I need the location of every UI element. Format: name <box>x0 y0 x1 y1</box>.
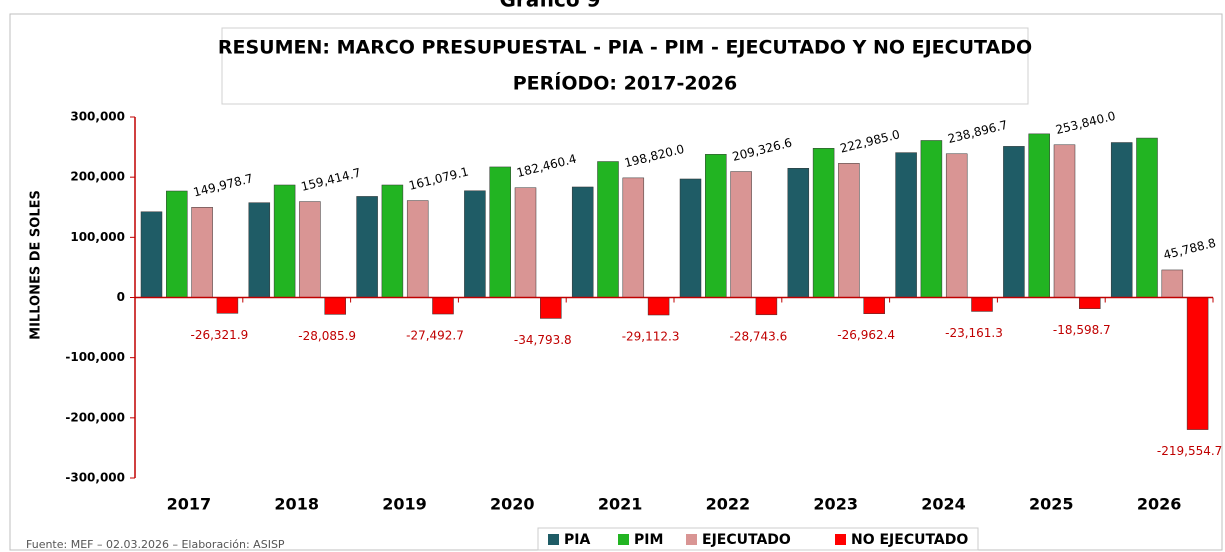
bar <box>838 163 860 298</box>
bar <box>1079 297 1101 309</box>
legend-swatch <box>618 534 629 545</box>
data-label: -26,962.4 <box>837 328 895 342</box>
bar <box>540 297 562 319</box>
bar <box>1053 144 1076 298</box>
y-tick-label: -200,000 <box>65 410 125 424</box>
x-tick-label: 2020 <box>490 495 535 514</box>
data-label: -28,743.6 <box>730 329 788 343</box>
x-tick-label: 2018 <box>274 495 319 514</box>
legend-label: PIM <box>634 532 663 548</box>
bar <box>381 184 404 298</box>
x-tick-label: 2024 <box>921 495 966 514</box>
bar <box>140 211 163 298</box>
bar <box>920 140 943 298</box>
chart-title: RESUMEN: MARCO PRESUPUESTAL - PIA - PIM … <box>218 37 1032 59</box>
bar <box>755 297 778 316</box>
caption: Gráfico 9 <box>499 0 600 12</box>
y-tick-label: 200,000 <box>70 170 125 184</box>
x-tick-label: 2019 <box>382 495 427 514</box>
bar <box>647 297 670 316</box>
data-label: -18,598.7 <box>1053 323 1111 337</box>
bar <box>166 190 188 298</box>
bar <box>863 297 885 314</box>
bar <box>945 153 968 298</box>
data-label: -26,321.9 <box>191 328 249 342</box>
bar <box>216 297 239 314</box>
bar <box>514 187 537 298</box>
bar <box>971 297 993 312</box>
bar <box>324 297 346 315</box>
bar <box>787 168 810 298</box>
x-tick-label: 2022 <box>706 495 751 514</box>
legend-swatch <box>686 534 697 545</box>
bar <box>812 148 835 298</box>
y-tick-label: 0 <box>117 290 125 304</box>
source: Fuente: MEF – 02.03.2026 – Elaboración: … <box>26 538 285 551</box>
y-axis-label: MILLONES DE SOLES <box>29 190 44 340</box>
data-label: -219,554.7 <box>1157 444 1222 458</box>
data-label: -28,085.9 <box>298 329 356 343</box>
y-tick-label: 100,000 <box>70 230 125 244</box>
x-tick-label: 2017 <box>167 495 212 514</box>
y-tick-label: -300,000 <box>65 471 125 485</box>
x-tick-label: 2025 <box>1029 495 1074 514</box>
legend-label: PIA <box>564 532 590 548</box>
bar <box>1003 146 1025 298</box>
data-label: -27,492.7 <box>406 329 464 343</box>
bar <box>622 177 645 298</box>
bar <box>571 186 594 298</box>
bar <box>1186 297 1209 430</box>
bar <box>1136 137 1158 298</box>
legend-label: NO EJECUTADO <box>851 532 968 548</box>
bar <box>248 202 271 298</box>
chart-subtitle: PERÍODO: 2017-2026 <box>513 72 738 95</box>
title-box <box>221 27 1029 105</box>
bar <box>1161 269 1184 298</box>
bar <box>299 201 321 298</box>
bar <box>432 297 454 315</box>
bar <box>705 154 727 298</box>
y-tick-label: 300,000 <box>70 110 125 124</box>
bar <box>356 196 378 298</box>
legend-swatch <box>835 534 846 545</box>
legend-box <box>537 527 979 551</box>
x-tick-label: 2021 <box>598 495 643 514</box>
data-label: -29,112.3 <box>622 330 680 344</box>
bar <box>679 178 702 298</box>
data-label: -23,161.3 <box>945 326 1003 340</box>
bar <box>464 190 486 298</box>
bar <box>273 184 296 298</box>
bar <box>1028 133 1050 298</box>
data-label: -34,793.8 <box>514 333 572 347</box>
bar <box>1110 142 1133 298</box>
bar <box>191 207 213 298</box>
bar <box>730 171 752 298</box>
y-tick-label: -100,000 <box>65 350 125 364</box>
bar <box>597 161 619 298</box>
x-tick-label: 2026 <box>1137 495 1182 514</box>
bar <box>895 152 917 298</box>
legend-swatch <box>548 534 559 545</box>
legend-label: EJECUTADO <box>702 532 791 548</box>
x-tick-label: 2023 <box>813 495 858 514</box>
bar <box>406 200 429 298</box>
bar <box>489 166 511 298</box>
